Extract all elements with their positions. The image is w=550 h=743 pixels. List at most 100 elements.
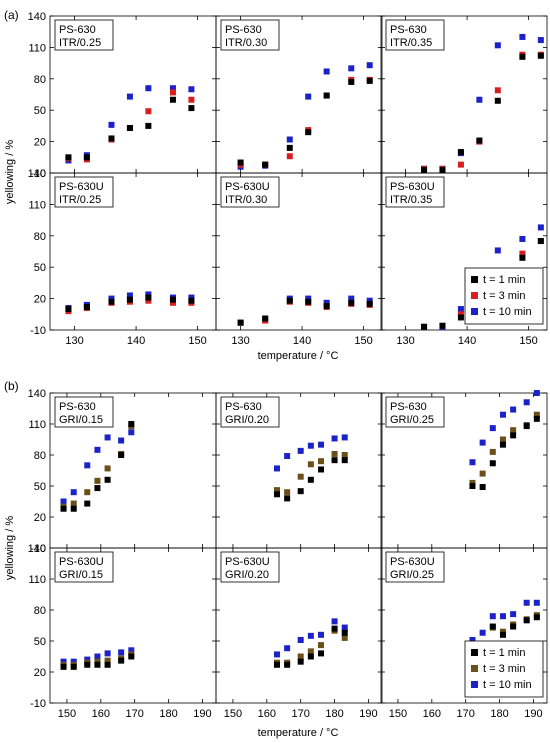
subplot-title-line2: GRI/0.25 (390, 414, 434, 426)
subplot-title-line2: GRI/0.20 (225, 569, 269, 581)
x-tick-label: 130 (231, 335, 249, 347)
subplot-title-line1: PS-630U (390, 556, 435, 568)
data-point (307, 653, 314, 660)
title-box (385, 176, 445, 208)
y-tick-label: 50 (34, 636, 46, 648)
data-point (188, 105, 195, 112)
data-point (145, 297, 152, 304)
panel-label-b: (b) (4, 379, 19, 393)
data-point (284, 489, 291, 496)
legend: t = 1 min t = 3 min t = 10 min (464, 640, 544, 698)
subplot-title-line1: PS-630U (225, 181, 270, 193)
data-point (104, 434, 111, 441)
data-point (307, 632, 314, 639)
data-point (366, 62, 373, 69)
data-point (262, 161, 269, 168)
data-point (366, 297, 373, 304)
data-point (479, 470, 486, 477)
data-point (510, 432, 517, 439)
subplot-title-line1: PS-630 (59, 401, 96, 413)
title-box (54, 176, 114, 208)
data-point (519, 235, 526, 242)
data-point (457, 306, 464, 313)
data-point (510, 623, 517, 630)
subplot-title-line1: PS-630 (390, 24, 427, 36)
data-point (537, 52, 544, 59)
data-point (145, 108, 152, 115)
data-point (262, 315, 269, 322)
data-point (341, 452, 348, 458)
y-tick-label: 20 (34, 294, 46, 306)
data-point (94, 653, 101, 660)
data-point (273, 487, 280, 494)
y-tick-label: -10 (30, 325, 46, 337)
data-point (126, 93, 133, 100)
data-point (108, 295, 115, 302)
x-tick-label: 180 (490, 708, 508, 720)
data-point (533, 415, 540, 422)
y-tick-label: 140 (28, 11, 46, 23)
subplot-frame (215, 172, 383, 331)
data-point (188, 294, 195, 301)
subplot-title-line2: ITR/0.35 (390, 194, 432, 206)
data-point (104, 476, 111, 483)
data-point (537, 224, 544, 231)
x-tick-label: 170 (292, 708, 310, 720)
data-point (341, 624, 348, 631)
data-point (519, 53, 526, 60)
data-point (273, 465, 280, 472)
data-point (169, 85, 176, 92)
data-point (348, 299, 355, 306)
data-point (469, 483, 476, 489)
data-point (457, 314, 464, 321)
subplot-title-line2: GRI/0.25 (390, 569, 434, 581)
data-point (305, 93, 312, 100)
data-point (341, 629, 348, 636)
data-point (489, 425, 496, 432)
data-point (84, 489, 91, 496)
data-point (348, 78, 355, 85)
data-point (60, 505, 67, 512)
data-point (94, 485, 101, 492)
data-point (126, 124, 133, 131)
data-point (286, 153, 293, 160)
data-point (523, 399, 530, 406)
data-point (237, 159, 244, 166)
y-tick-label: -10 (30, 543, 46, 555)
data-point (169, 89, 176, 96)
data-point (284, 495, 291, 502)
data-point (108, 298, 115, 305)
title-box (220, 551, 280, 583)
data-point (297, 488, 304, 495)
data-point (104, 650, 111, 657)
data-point (188, 86, 195, 93)
data-point (318, 631, 325, 638)
data-point (499, 411, 506, 418)
data-point (145, 122, 152, 129)
data-point (70, 663, 77, 670)
data-point (118, 649, 125, 656)
subplot-title-line2: ITR/0.30 (225, 37, 267, 49)
y-tick-label: 20 (34, 512, 46, 524)
data-point (297, 447, 304, 454)
data-point (297, 653, 304, 660)
data-point (341, 434, 348, 441)
data-point (537, 37, 544, 44)
data-point (510, 427, 517, 434)
data-point (273, 651, 280, 658)
subplot-title-line1: PS-630 (59, 24, 96, 36)
data-point (318, 650, 325, 657)
data-point (297, 473, 304, 480)
data-point (537, 238, 544, 245)
y-tick-label: 80 (34, 450, 46, 462)
data-point (476, 137, 483, 144)
data-point (60, 658, 67, 665)
data-point (439, 166, 446, 173)
data-point (510, 611, 517, 618)
data-point (469, 459, 476, 466)
